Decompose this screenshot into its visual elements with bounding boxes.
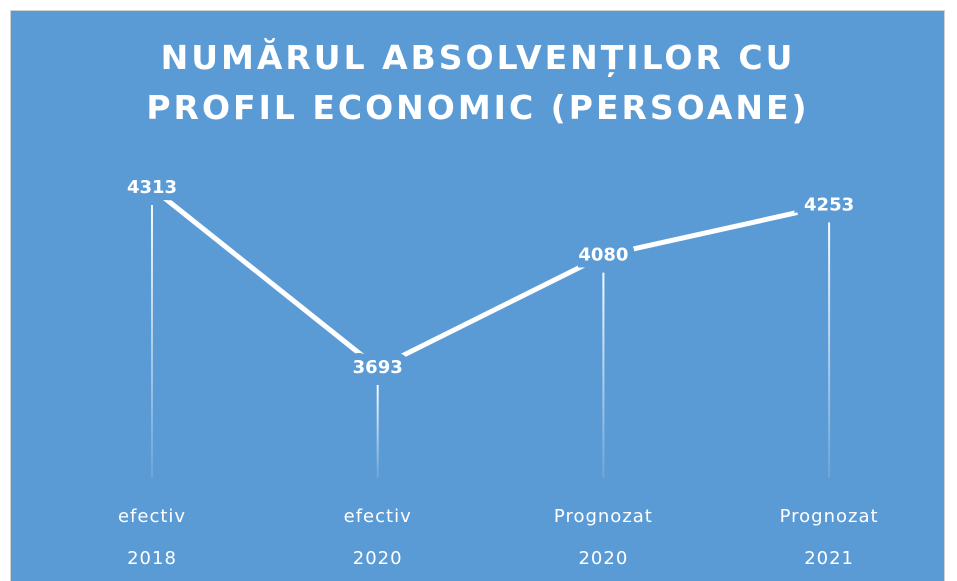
x-tick-label: 2020 bbox=[353, 548, 403, 569]
x-tick-label: efectiv bbox=[118, 506, 186, 527]
drop-line bbox=[151, 205, 153, 478]
x-tick-label: Prognozat bbox=[780, 506, 879, 527]
x-tick-label: efectiv bbox=[344, 506, 412, 527]
x-tick-label: 2021 bbox=[804, 548, 854, 569]
data-label: 4253 bbox=[804, 194, 854, 215]
drop-line bbox=[828, 222, 831, 478]
line bbox=[150, 186, 830, 371]
x-tick-label: 2020 bbox=[578, 548, 628, 569]
x-tick-label: Prognozat bbox=[554, 506, 653, 527]
data-label: 3693 bbox=[353, 357, 403, 378]
data-label: 4313 bbox=[127, 177, 177, 198]
drop-line bbox=[376, 385, 379, 478]
x-tick-label: 2018 bbox=[127, 548, 177, 569]
drop-line bbox=[602, 272, 605, 478]
data-label: 4080 bbox=[578, 245, 628, 266]
chart-area bbox=[10, 10, 945, 581]
chart-title: NUMĂRUL ABSOLVENȚILOR CU PROFIL ECONOMIC… bbox=[146, 38, 810, 127]
